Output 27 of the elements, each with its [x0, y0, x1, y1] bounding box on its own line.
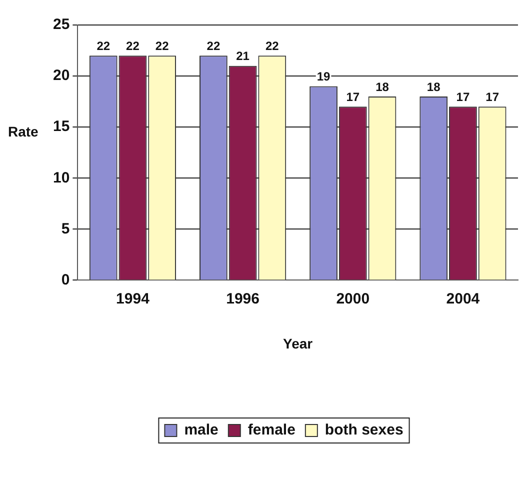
y-tick-label: 0 — [61, 271, 70, 288]
x-tick-label: 2004 — [446, 290, 480, 308]
y-tick-label: 5 — [61, 220, 70, 238]
data-label: 22 — [265, 38, 280, 53]
y-tick-label: 10 — [52, 169, 70, 186]
y-tick-label: 15 — [52, 118, 70, 136]
x-tick-label: 1996 — [226, 290, 260, 308]
data-label: 17 — [486, 90, 500, 104]
x-tick-label: 1994 — [116, 290, 150, 308]
data-label: 17 — [346, 90, 360, 104]
data-label: 22 — [126, 38, 140, 53]
data-label: 19 — [316, 70, 331, 84]
y-axis-title: Rate — [8, 123, 39, 140]
legend-label: female — [248, 422, 296, 439]
data-label: 18 — [376, 80, 390, 94]
y-tick-label: 20 — [52, 67, 70, 84]
data-label: 22 — [155, 38, 170, 53]
data-label: 17 — [456, 90, 470, 104]
x-tick-label: 2000 — [336, 290, 370, 308]
data-label: 18 — [426, 80, 441, 94]
data-label: 21 — [236, 49, 250, 64]
legend-label: male — [184, 422, 218, 439]
x-axis-title: Year — [283, 335, 314, 352]
data-label: 22 — [206, 38, 220, 53]
legend-label: both sexes — [324, 422, 404, 439]
data-label: 22 — [96, 38, 110, 53]
y-tick-label: 25 — [52, 16, 70, 34]
